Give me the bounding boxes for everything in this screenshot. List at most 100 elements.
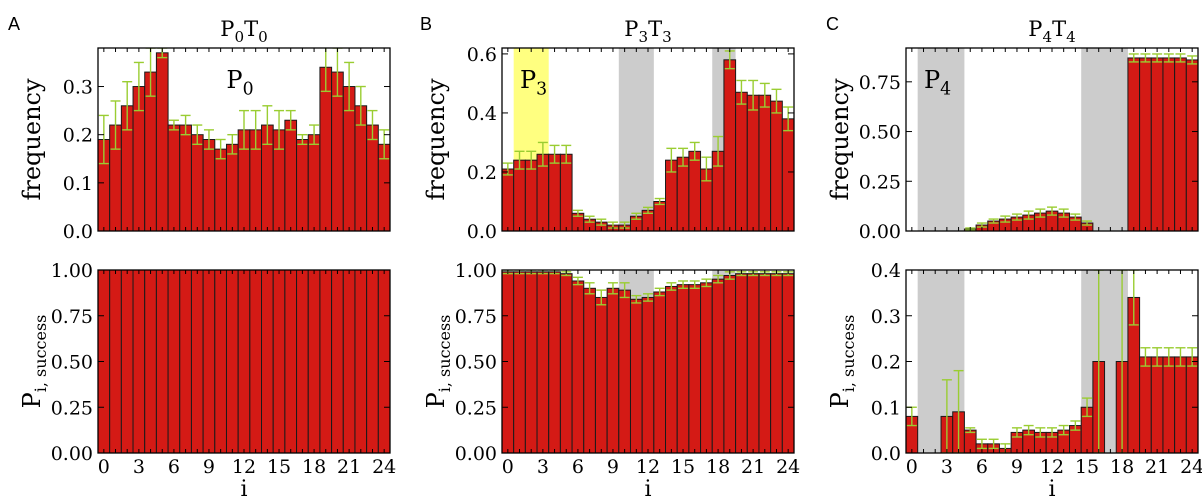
bar: [735, 91, 748, 231]
bar: [144, 270, 157, 453]
bar: [513, 159, 526, 231]
x-tick-label: 24: [776, 456, 800, 478]
bar: [723, 59, 737, 231]
shaded-region: [1081, 48, 1128, 231]
y-tick-label: 0.0: [871, 443, 901, 465]
bar: [502, 271, 515, 453]
y-tick-label: 0.25: [455, 397, 497, 419]
panel-letter: C: [826, 14, 839, 34]
bar: [354, 270, 368, 453]
y-tick-label: 0.1: [63, 173, 93, 195]
bar: [296, 139, 309, 231]
bar: [1139, 356, 1152, 453]
bar: [342, 270, 356, 453]
y-tick-label: 0.75: [51, 306, 93, 328]
bar: [746, 273, 760, 453]
y-tick-label: 0.75: [455, 306, 497, 328]
x-tick-label: 3: [941, 456, 953, 478]
bar: [120, 270, 134, 453]
x-tick-label: 12: [232, 456, 256, 478]
y-tick-label: 0.00: [51, 443, 93, 465]
x-tick-label: 3: [133, 456, 145, 478]
y-tick-label: 0.4: [871, 260, 901, 282]
panel-title: P3​T3​: [624, 17, 671, 46]
bar: [1174, 57, 1187, 231]
bar: [536, 271, 550, 453]
bar: [781, 118, 794, 231]
x-tick-label: 12: [636, 456, 660, 478]
y-tick-label: 0.3: [871, 306, 901, 328]
shaded-region: [917, 48, 965, 231]
y-tick-label: 0.2: [63, 125, 93, 147]
bar: [735, 273, 748, 453]
x-axis-label: i: [644, 477, 651, 501]
region-annotation: P0​: [226, 66, 253, 100]
y-axis-label: Pi, success: [826, 315, 858, 409]
bar: [758, 94, 772, 231]
bar: [723, 274, 737, 453]
x-tick-label: 9: [1011, 456, 1023, 478]
x-tick-label: 18: [1110, 456, 1134, 478]
x-tick-label: 0: [906, 456, 918, 478]
bar: [1150, 356, 1164, 453]
x-tick-label: 0: [502, 456, 514, 478]
y-tick-label: 0.00: [455, 443, 497, 465]
y-axis-label: Pi, success: [18, 315, 50, 409]
bar: [781, 273, 794, 453]
y-tick-label: 0.2: [467, 162, 497, 184]
bar: [618, 289, 631, 453]
bar: [167, 124, 181, 231]
panel-title: P0​T0​: [220, 17, 267, 46]
bar: [1185, 59, 1198, 231]
y-tick-label: 0.50: [455, 352, 497, 374]
bar: [249, 270, 263, 453]
bar: [307, 134, 321, 231]
bar: [676, 284, 690, 453]
bar: [179, 124, 192, 231]
bar: [524, 159, 538, 231]
y-axis-label: Pi, success: [422, 315, 454, 409]
bar: [225, 143, 239, 231]
bar: [155, 52, 169, 231]
bar: [225, 270, 239, 453]
chart-panel-a-top: 0.0 0.1 0.2 0.3 frequency P0​T0​ P0​ A: [8, 14, 391, 243]
bar: [109, 270, 122, 453]
x-tick-label: 21: [337, 456, 361, 478]
bar: [155, 270, 169, 453]
y-tick-label: 0.2: [871, 352, 901, 374]
panel-title: P4​T4​: [1028, 17, 1075, 46]
bar: [583, 287, 596, 453]
x-axis-label: i: [1048, 477, 1055, 501]
shaded-region: [618, 48, 654, 231]
bar: [711, 278, 725, 453]
chart-panel-c-bottom: 0.0 0.1 0.2 0.3 0.4 0 3 6 9 12 15 18 21 24 i Pi, succes…: [826, 260, 1202, 501]
y-tick-label: 0.50: [859, 122, 901, 144]
bar: [559, 273, 573, 453]
y-tick-label: 0.1: [871, 397, 901, 419]
region-annotation: P4​: [924, 66, 951, 100]
bar: [1127, 57, 1141, 231]
bar: [167, 270, 181, 453]
bar: [1162, 356, 1176, 453]
y-axis-label: frequency: [18, 78, 46, 200]
bar: [676, 156, 690, 231]
bar: [770, 273, 783, 453]
y-tick-label: 0.00: [859, 221, 901, 243]
bar: [331, 270, 344, 453]
bar: [548, 153, 561, 231]
bar: [214, 270, 227, 453]
x-tick-label: 0: [98, 456, 110, 478]
y-tick-label: 0.0: [63, 221, 93, 243]
bar: [653, 200, 667, 231]
bar: [571, 280, 585, 453]
bar: [524, 271, 538, 453]
x-axis-label: i: [240, 477, 247, 501]
bar: [214, 148, 227, 231]
bar: [307, 270, 321, 453]
bar: [548, 271, 561, 453]
chart-panel-a-bottom: 0.00 0.25 0.50 0.75 1.00 0 3 6 9 12 15 18 21 24 i Pi, s…: [18, 260, 396, 501]
panel-letter: A: [8, 14, 20, 34]
y-tick-label: 0.75: [859, 72, 901, 94]
y-axis-label: frequency: [422, 78, 450, 200]
